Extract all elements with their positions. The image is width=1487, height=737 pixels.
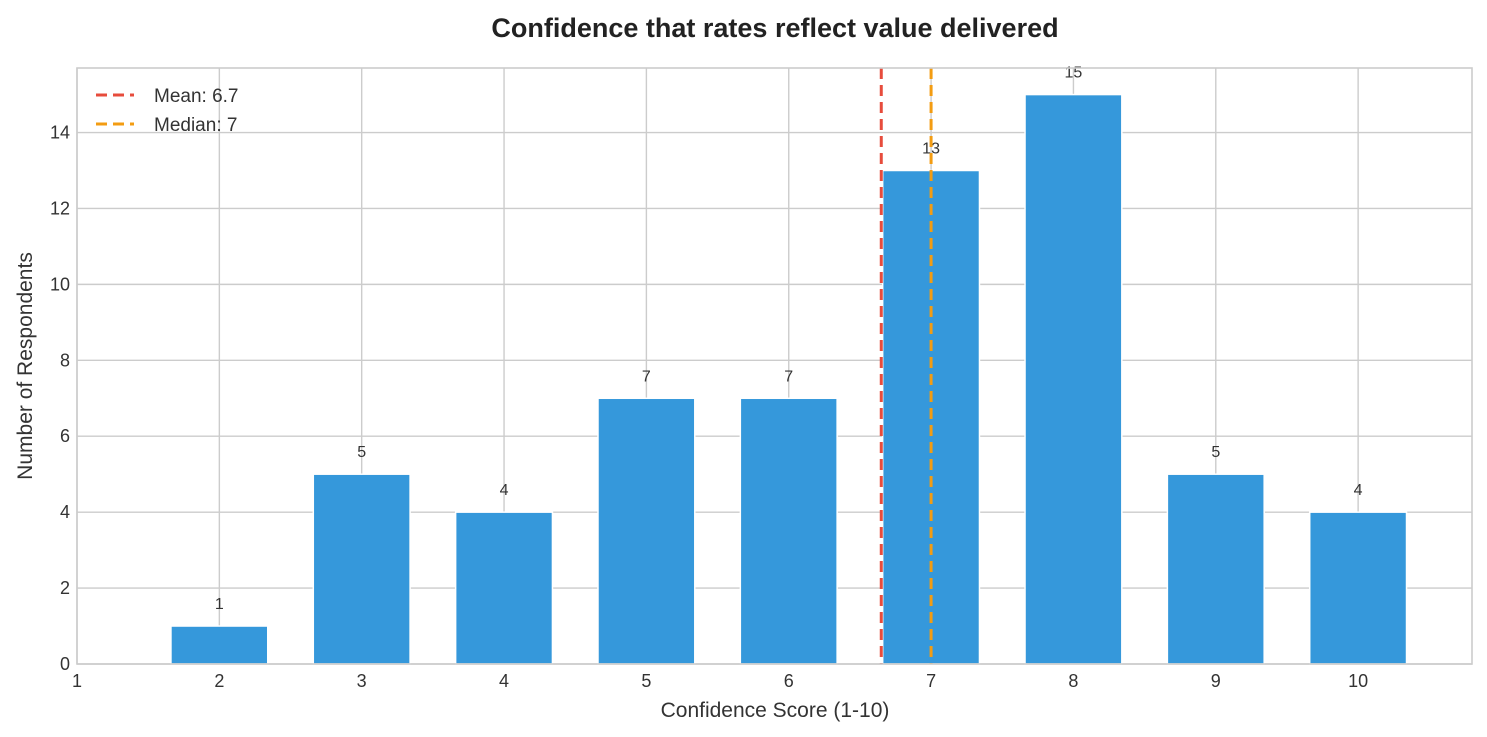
- y-tick-label: 12: [50, 198, 70, 218]
- y-tick-label: 4: [60, 502, 70, 522]
- y-tick-label: 2: [60, 578, 70, 598]
- reference-lines: [879, 68, 933, 664]
- x-axis-label: Confidence Score (1-10): [661, 699, 890, 722]
- x-tick-label: 7: [926, 671, 936, 691]
- bar-value-label: 5: [357, 444, 366, 461]
- y-tick-label: 0: [60, 654, 70, 674]
- y-tick-label: 14: [50, 123, 70, 143]
- bar-value-label: 5: [1211, 444, 1220, 461]
- x-tick-label: 9: [1211, 671, 1221, 691]
- bar: [1024, 93, 1123, 665]
- legend-median-label: Median: 7: [154, 115, 237, 136]
- bars: [170, 93, 1408, 665]
- bar: [1308, 511, 1408, 665]
- x-tick-labels: 1 2 3 4 5 6 7 8 9 10: [72, 671, 1368, 691]
- bar-value-label: 4: [1354, 482, 1363, 499]
- x-tick-label: 5: [641, 671, 651, 691]
- bar-value-label: 4: [500, 482, 509, 499]
- bar: [170, 625, 269, 665]
- legend-mean-label: Mean: 6.7: [154, 86, 239, 107]
- plot-frame: [76, 67, 1473, 665]
- bar-value-label: 13: [922, 140, 940, 157]
- y-tick-label: 10: [50, 274, 70, 294]
- bar: [454, 511, 554, 665]
- y-axis-label: Number of Respondents: [14, 252, 37, 480]
- x-tick-label: 1: [72, 671, 82, 691]
- x-tick-label: 4: [499, 671, 509, 691]
- bar: [739, 397, 838, 665]
- x-tick-label: 10: [1348, 671, 1368, 691]
- y-tick-labels: 0 2 4 6 8 10 12 14: [50, 123, 70, 674]
- x-tick-label: 2: [214, 671, 224, 691]
- bar-value-label: 7: [784, 368, 793, 385]
- bar: [1166, 473, 1265, 665]
- y-tick-label: 8: [60, 350, 70, 370]
- y-tick-label: 6: [60, 426, 70, 446]
- bar: [597, 397, 696, 665]
- x-tick-label: 8: [1068, 671, 1078, 691]
- legend: Mean: 6.7 Median: 7: [96, 86, 239, 136]
- chart-title: Confidence that rates reflect value deli…: [491, 13, 1058, 43]
- bar: [312, 473, 411, 665]
- bar-value-label: 1: [215, 596, 224, 613]
- x-tick-label: 6: [784, 671, 794, 691]
- bar-value-label: 15: [1065, 65, 1083, 82]
- bar-value-label: 7: [642, 368, 651, 385]
- x-tick-label: 3: [357, 671, 367, 691]
